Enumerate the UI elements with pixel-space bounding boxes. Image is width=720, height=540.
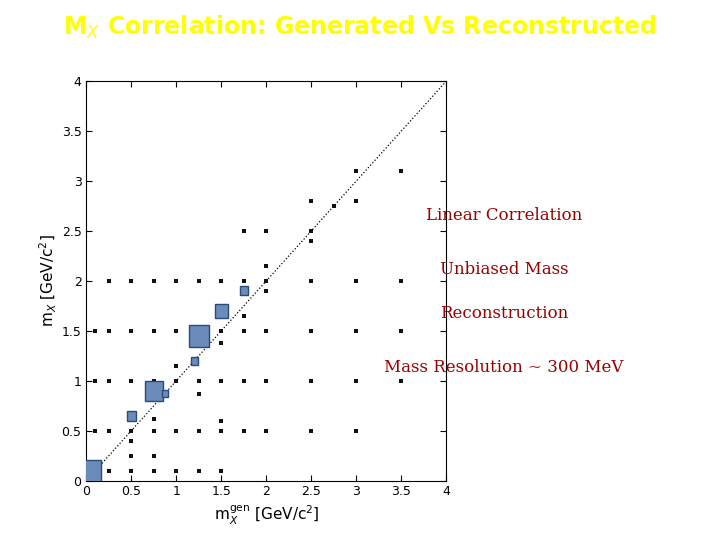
X-axis label: m$_X^{\mathrm{gen}}$ [GeV/c$^2$]: m$_X^{\mathrm{gen}}$ [GeV/c$^2$] [214,504,319,527]
Bar [81,460,101,482]
Bar [240,286,248,295]
Bar [145,381,163,401]
Text: Mass Resolution ~ 300 MeV: Mass Resolution ~ 300 MeV [384,359,624,376]
Text: Reconstruction: Reconstruction [440,305,568,322]
Bar [215,304,228,318]
Text: Unbiased Mass: Unbiased Mass [440,261,568,279]
Bar [127,410,136,421]
Text: Linear Correlation: Linear Correlation [426,207,582,225]
Text: M$_X$ Correlation: Generated Vs Reconstructed: M$_X$ Correlation: Generated Vs Reconstr… [63,14,657,40]
Y-axis label: m$_X$ [GeV/c$^2$]: m$_X$ [GeV/c$^2$] [37,234,59,327]
Bar [191,357,198,364]
Bar [161,390,168,397]
Bar [189,325,209,347]
